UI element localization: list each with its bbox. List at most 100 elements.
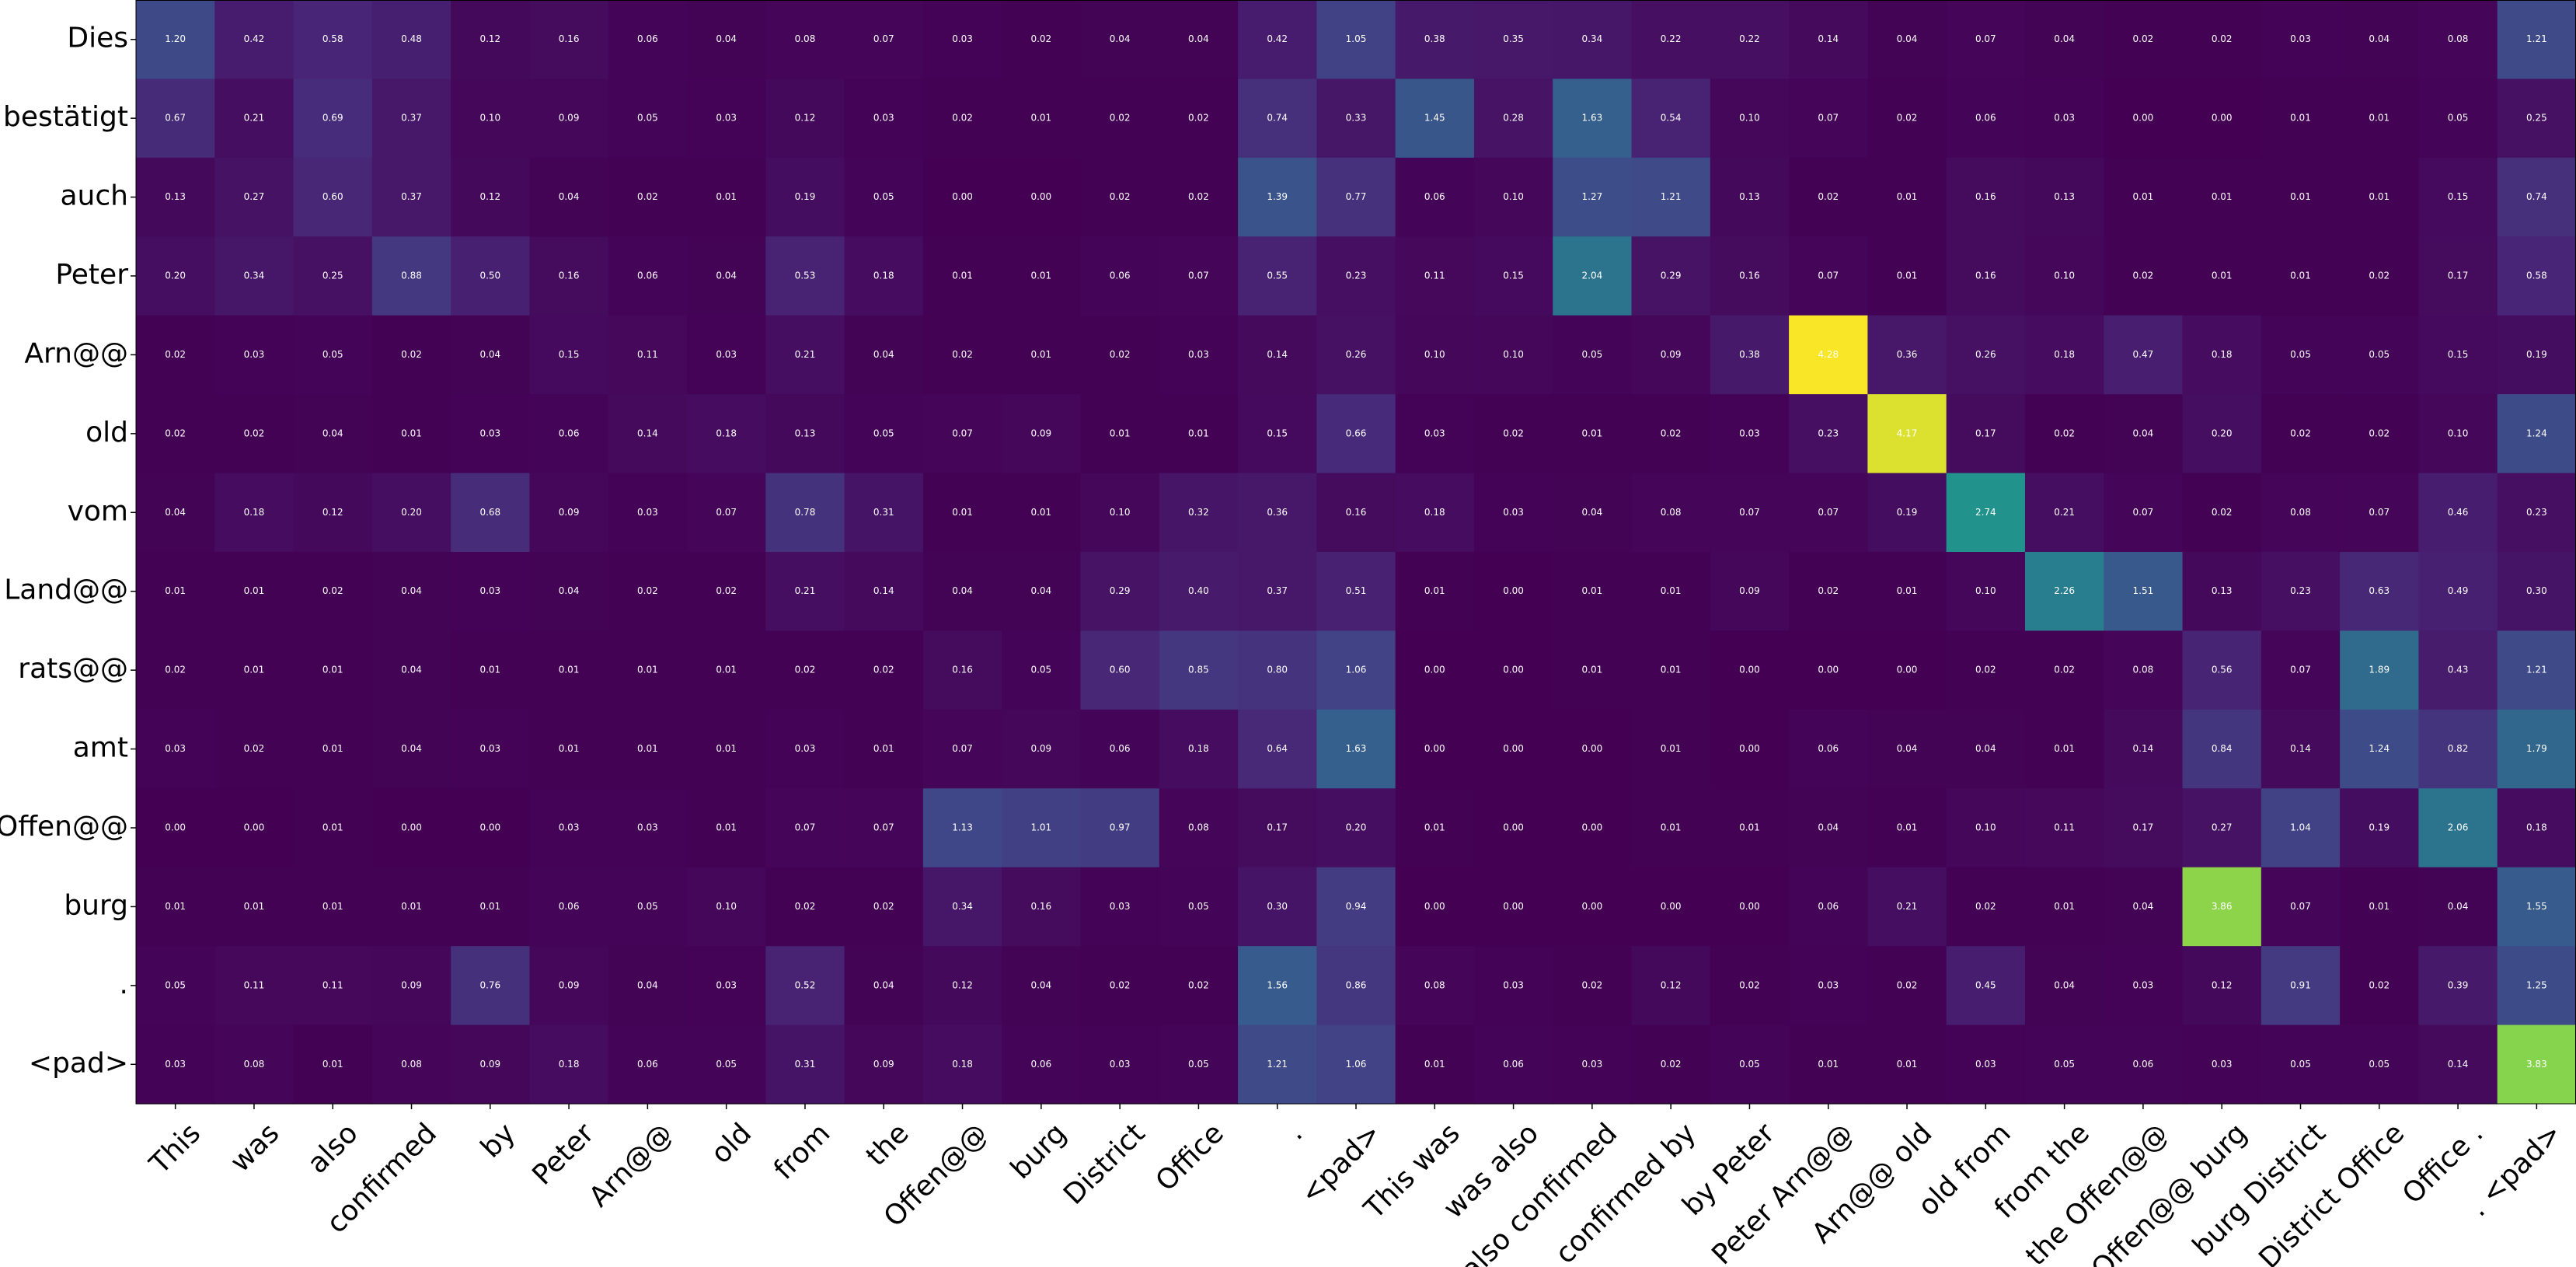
heatmap-cell — [1867, 867, 1947, 947]
cell-value-label: 0.23 — [1346, 271, 1367, 281]
heatmap-cell — [2418, 315, 2498, 395]
cell-value-label: 0.00 — [1582, 901, 1603, 912]
cell-value-label: 0.01 — [2369, 113, 2390, 124]
heatmap-cell — [765, 0, 845, 80]
heatmap-cell — [1316, 630, 1396, 710]
heatmap-cell — [293, 867, 373, 947]
cell-value-label: 0.05 — [165, 979, 186, 990]
heatmap-cell — [529, 867, 609, 947]
x-tick-label: confirmed by — [1549, 1117, 1703, 1267]
heatmap-cell — [214, 315, 295, 395]
heatmap-cell — [2261, 315, 2341, 395]
cell-value-label: 0.31 — [795, 1059, 816, 1070]
cell-value-label: 0.02 — [1188, 979, 1209, 990]
cell-value-label: 0.02 — [1661, 1059, 1682, 1070]
cell-value-label: 0.02 — [401, 349, 422, 360]
cell-value-label: 0.01 — [1661, 743, 1682, 754]
heatmap-cell — [1080, 157, 1160, 237]
cell-value-label: 0.20 — [401, 507, 422, 518]
cell-value-label: 0.05 — [637, 113, 658, 124]
cell-value-label: 4.28 — [1818, 349, 1839, 360]
cell-value-label: 0.01 — [1188, 428, 1209, 438]
heatmap-cell — [1002, 552, 1082, 632]
heatmap-cell — [1159, 236, 1239, 316]
heatmap-cell — [1238, 552, 1317, 632]
heatmap-cell — [1316, 157, 1396, 237]
heatmap-cell — [1238, 788, 1317, 868]
heatmap-cell — [2024, 315, 2104, 395]
heatmap-cell — [371, 315, 451, 395]
cell-value-label: 0.00 — [1030, 191, 1051, 202]
cell-value-label: 0.30 — [2526, 585, 2547, 596]
heatmap-cell — [844, 157, 924, 237]
cell-value-label: 1.21 — [1267, 1059, 1288, 1070]
cell-value-label: 2.06 — [2448, 822, 2469, 833]
cell-value-label: 0.07 — [795, 822, 816, 833]
cell-value-label: 0.04 — [2369, 33, 2390, 44]
heatmap-cell — [844, 946, 924, 1026]
heatmap-cell — [2182, 630, 2262, 710]
heatmap-cell — [451, 1024, 531, 1105]
cell-value-label: 0.07 — [1818, 271, 1839, 281]
heatmap-cell — [1867, 236, 1947, 316]
cell-value-label: 0.16 — [1975, 271, 1996, 281]
cell-value-label: 0.01 — [1110, 428, 1131, 438]
heatmap-cell — [136, 552, 215, 632]
heatmap-cell — [2104, 473, 2184, 553]
cell-value-label: 0.01 — [244, 585, 265, 596]
heatmap-cell — [136, 315, 215, 395]
cell-value-label: 0.25 — [322, 271, 343, 281]
heatmap-cell — [844, 0, 924, 80]
heatmap-cell — [2340, 473, 2420, 553]
cell-value-label: 0.10 — [2448, 428, 2469, 438]
cell-value-label: 0.01 — [2133, 191, 2154, 202]
cell-value-label: 0.35 — [1503, 33, 1524, 44]
cell-value-label: 0.00 — [1503, 665, 1524, 675]
heatmap-cell — [2340, 394, 2420, 474]
heatmap-cell — [1316, 236, 1396, 316]
heatmap-cell — [529, 236, 609, 316]
cell-value-label: 0.13 — [1739, 191, 1760, 202]
heatmap-cell — [2418, 157, 2498, 237]
cell-value-label: 0.10 — [1739, 113, 1760, 124]
cell-value-label: 0.00 — [1582, 822, 1603, 833]
heatmap-cell — [293, 79, 373, 159]
cell-value-label: 0.02 — [1503, 428, 1524, 438]
heatmap-cell — [1473, 788, 1553, 868]
heatmap-cell — [1946, 157, 2026, 237]
cell-value-label: 4.17 — [1897, 428, 1918, 438]
heatmap-cell — [2418, 394, 2498, 474]
heatmap-cell — [1395, 0, 1475, 80]
cell-value-label: 0.02 — [1661, 428, 1682, 438]
heatmap-cell — [371, 1024, 451, 1105]
heatmap-cell — [371, 236, 451, 316]
heatmap-cell — [2104, 552, 2184, 632]
heatmap-cell — [2497, 79, 2576, 159]
cell-value-label: 0.48 — [401, 33, 422, 44]
heatmap-cell — [214, 867, 295, 947]
heatmap-cell — [687, 630, 766, 710]
cell-value-label: 0.02 — [1975, 665, 1996, 675]
cell-value-label: 0.02 — [952, 349, 973, 360]
cell-value-label: 0.03 — [637, 507, 658, 518]
heatmap-cell — [1946, 473, 2026, 553]
cell-value-label: 0.60 — [322, 191, 343, 202]
heatmap-cell — [765, 788, 845, 868]
cell-value-label: 0.02 — [2133, 33, 2154, 44]
cell-value-label: 0.60 — [1110, 665, 1131, 675]
heatmap-cell — [371, 79, 451, 159]
cell-value-label: 0.01 — [1897, 271, 1918, 281]
cell-value-label: 0.01 — [2290, 191, 2311, 202]
cell-value-label: 0.06 — [2133, 1059, 2154, 1070]
heatmap-cell — [765, 79, 845, 159]
heatmap-cell — [2024, 79, 2104, 159]
heatmap-cell — [922, 1024, 1002, 1105]
heatmap-cell — [1159, 788, 1239, 868]
cell-value-label: 0.50 — [479, 271, 500, 281]
heatmap-cell — [1946, 1024, 2026, 1105]
cell-value-label: 1.24 — [2526, 428, 2547, 438]
heatmap-cell — [608, 315, 688, 395]
cell-value-label: 0.05 — [2369, 1059, 2390, 1070]
heatmap-cell — [451, 79, 531, 159]
heatmap-cell — [1002, 867, 1082, 947]
